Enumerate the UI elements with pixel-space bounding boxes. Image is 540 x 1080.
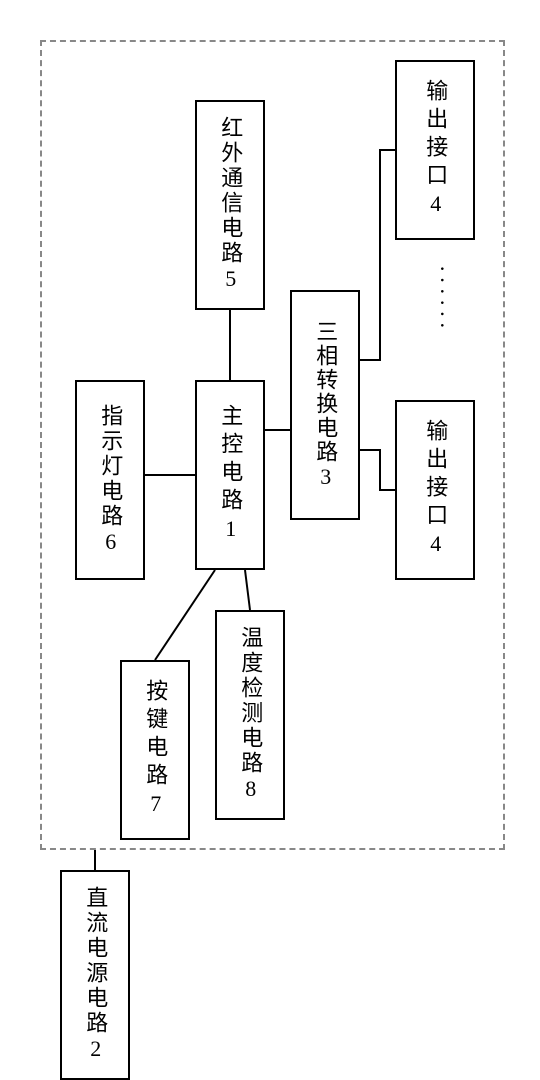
label-button: 按键电路7 <box>142 679 168 822</box>
box-output-bottom: 输出接口4 <box>395 400 475 580</box>
label-ir-comm: 红外通信电路5 <box>217 116 243 294</box>
label-output-top: 输出接口4 <box>422 79 448 222</box>
ellipsis-dots: ······ <box>429 265 455 333</box>
box-dc-power: 直流电源电路2 <box>60 870 130 1080</box>
label-temp-detect: 温度检测电路8 <box>237 626 263 804</box>
box-output-top: 输出接口4 <box>395 60 475 240</box>
label-three-phase: 三相转换电路3 <box>312 320 338 491</box>
box-three-phase: 三相转换电路3 <box>290 290 360 520</box>
box-indicator: 指示灯电路6 <box>75 380 145 580</box>
label-output-bottom: 输出接口4 <box>422 419 448 562</box>
label-indicator: 指示灯电路6 <box>97 404 123 557</box>
box-ir-comm: 红外通信电路5 <box>195 100 265 310</box>
label-dc-power: 直流电源电路2 <box>82 886 108 1064</box>
box-temp-detect: 温度检测电路8 <box>215 610 285 820</box>
label-main-ctrl: 主控电路1 <box>217 404 243 547</box>
box-main-ctrl: 主控电路1 <box>195 380 265 570</box>
box-button: 按键电路7 <box>120 660 190 840</box>
